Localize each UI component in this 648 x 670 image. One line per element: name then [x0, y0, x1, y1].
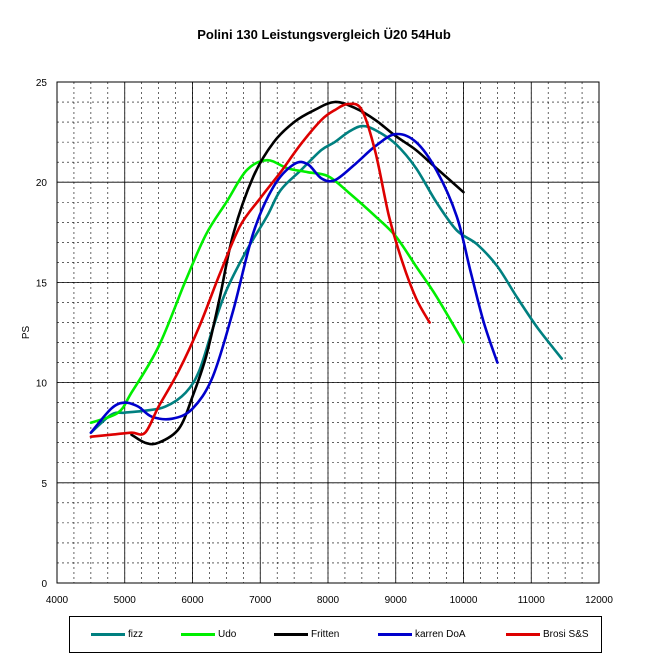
- x-tick-label: 8000: [317, 595, 340, 606]
- chart-title: Polini 130 Leistungsvergleich Ü20 54Hub: [197, 27, 451, 42]
- series-line-karren-doa: [89, 132, 499, 434]
- legend: fizz Udo Fritten karren DoA Brosi S&S: [69, 616, 602, 653]
- legend-label: karren DoA: [415, 629, 466, 640]
- legend-swatch: [181, 633, 215, 636]
- x-tick-label: 5000: [114, 595, 137, 606]
- legend-swatch: [506, 633, 540, 636]
- y-tick-labels: 0 5 10 15 20 25: [36, 78, 48, 590]
- x-tick-labels: 4000 5000 6000 7000 8000 9000 10000 11000 12000: [46, 595, 613, 606]
- x-tick-label: 11000: [518, 595, 546, 606]
- major-gridlines: [56, 81, 600, 584]
- x-tick-label: 9000: [385, 595, 408, 606]
- legend-item-fizz: fizz: [91, 617, 143, 652]
- legend-label: Udo: [218, 629, 237, 640]
- legend-item-karren-doa: karren DoA: [378, 617, 466, 652]
- y-tick-label: 15: [36, 278, 48, 289]
- legend-swatch: [274, 633, 308, 636]
- series-line-fritten: [130, 100, 465, 446]
- y-axis-label: PS: [21, 326, 32, 340]
- y-tick-label: 20: [36, 178, 48, 189]
- x-tick-label: 7000: [249, 595, 272, 606]
- legend-item-udo: Udo: [181, 617, 236, 652]
- x-tick-label: 12000: [585, 595, 613, 606]
- series-layer: [89, 100, 563, 446]
- x-tick-label: 6000: [181, 595, 204, 606]
- legend-label: fizz: [128, 629, 143, 640]
- series-line-brosi-s-s: [89, 102, 431, 438]
- series-line-fizz: [89, 124, 563, 434]
- legend-label: Fritten: [311, 629, 340, 640]
- series-line-udo: [89, 158, 465, 424]
- legend-swatch: [91, 633, 125, 636]
- legend-item-brosi-s-s: Brosi S&S: [506, 617, 589, 652]
- plot-frame: [56, 81, 600, 584]
- y-tick-label: 0: [41, 579, 47, 590]
- y-tick-label: 5: [41, 479, 47, 490]
- legend-item-fritten: Fritten: [274, 617, 339, 652]
- x-tick-label: 10000: [450, 595, 478, 606]
- legend-label: Brosi S&S: [543, 629, 589, 640]
- y-tick-label: 10: [36, 379, 48, 390]
- legend-swatch: [378, 633, 412, 636]
- y-tick-label: 25: [36, 78, 48, 89]
- x-tick-label: 4000: [46, 595, 69, 606]
